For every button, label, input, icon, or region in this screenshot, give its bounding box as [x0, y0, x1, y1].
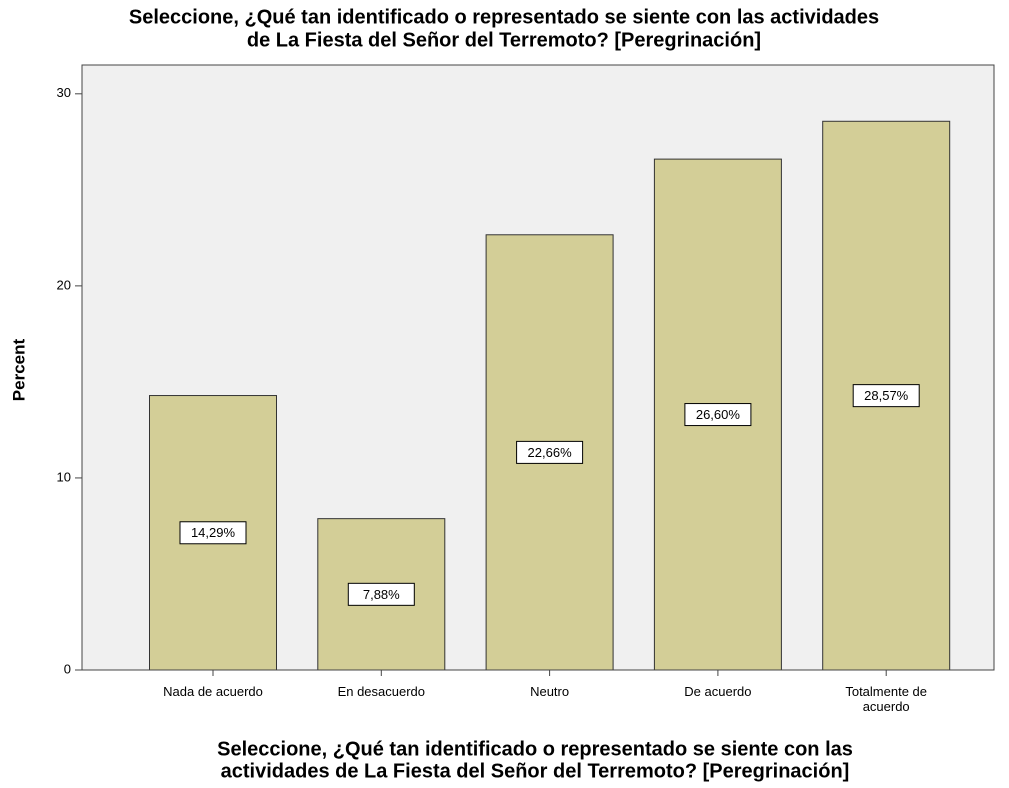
chart-title: de La Fiesta del Señor del Terremoto? [P… [247, 29, 761, 51]
value-label: 7,88% [363, 587, 400, 602]
y-tick-label: 30 [57, 85, 71, 100]
value-label-box [684, 403, 752, 427]
x-tick-label: Nada de acuerdo [163, 684, 263, 699]
value-label-box [516, 440, 584, 464]
value-label-box [347, 582, 415, 606]
value-label-box [179, 521, 247, 545]
x-axis-label: actividades de La Fiesta del Señor del T… [221, 760, 850, 782]
value-label-box [852, 384, 920, 408]
x-tick-label: Totalmente de acuerdo [845, 684, 928, 714]
y-tick-label: 0 [64, 661, 71, 676]
value-label: 28,57% [864, 388, 909, 403]
y-tick-label: 20 [57, 277, 71, 292]
x-tick-label: Neutro [530, 684, 570, 699]
value-label: 14,29% [191, 525, 236, 540]
chart-title: Seleccione, ¿Qué tan identificado o repr… [129, 6, 879, 28]
x-tick-label: De acuerdo [684, 684, 752, 699]
y-axis-label: Percent [9, 338, 28, 401]
y-tick-label: 10 [57, 469, 71, 484]
x-tick-label: En desacuerdo [337, 684, 426, 699]
x-axis-label: Seleccione, ¿Qué tan identificado o repr… [217, 738, 853, 760]
value-label: 22,66% [528, 445, 573, 460]
value-label: 26,60% [696, 407, 741, 422]
